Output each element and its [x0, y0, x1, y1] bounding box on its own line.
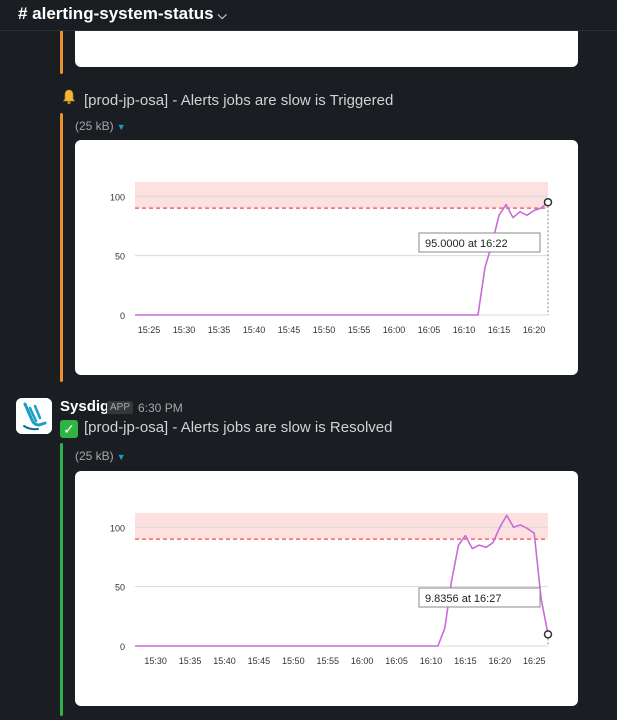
x-tick-label: 15:35	[208, 325, 231, 335]
check-mark-icon: ✓	[60, 420, 78, 438]
x-tick-label: 16:20	[523, 325, 546, 335]
line-chart-triggered: 0 50 100 15:25 15:30 15:35 15:40 15:45 15:50 15:5…	[110, 182, 553, 335]
x-tick-label: 15:30	[144, 656, 167, 666]
chart-card-triggered[interactable]: 0 50 100 15:25 15:30 15:35 15:40 15:45 15:50 15:5…	[75, 140, 578, 375]
app-badge: APP	[107, 401, 134, 414]
message-timestamp[interactable]: 6:30 PM	[138, 401, 183, 415]
x-tick-label: 16:00	[351, 656, 374, 666]
attachment-color-bar-resolved	[60, 443, 63, 716]
x-tick-label: 16:25	[523, 656, 546, 666]
x-tick-label: 15:35	[179, 656, 202, 666]
caret-down-icon: ▼	[116, 452, 126, 462]
x-tick-label: 15:40	[243, 325, 266, 335]
x-tick-label: 15:45	[278, 325, 301, 335]
tooltip-box	[418, 232, 541, 253]
y-tick-label: 100	[110, 192, 125, 202]
sysdig-logo-icon	[16, 398, 52, 434]
attachment-color-bar-previous	[60, 30, 63, 74]
sysdig-avatar[interactable]	[16, 398, 52, 434]
x-tick-label: 16:15	[454, 656, 477, 666]
x-tick-label: 16:10	[453, 325, 476, 335]
hover-point	[543, 197, 553, 207]
x-tick-label: 15:25	[138, 325, 161, 335]
channel-name-button[interactable]: # alerting-system-status ⌵	[18, 4, 227, 24]
x-tick-label: 16:05	[385, 656, 408, 666]
attachment-size-toggle[interactable]: (25 kB) ▼	[75, 119, 126, 133]
y-tick-label: 0	[120, 311, 125, 321]
author-name[interactable]: Sysdig	[60, 398, 110, 415]
threshold-zone	[135, 182, 548, 209]
attachment-color-bar-triggered	[60, 113, 63, 382]
alert-message-triggered: [prod-jp-osa] - Alerts jobs are slow is …	[60, 89, 393, 109]
hover-point	[543, 630, 553, 639]
channel-header: # alerting-system-status ⌵	[0, 0, 617, 31]
y-tick-label: 50	[115, 583, 125, 593]
alert-message-resolved: ✓ [prod-jp-osa] - Alerts jobs are slow is…	[60, 419, 392, 438]
x-tick-label: 15:50	[282, 656, 305, 666]
series-line	[135, 514, 549, 647]
line-chart-resolved: 0 50 100 15:30 15:35 15:40 15:45 15:50 15:55 16:0…	[110, 513, 553, 666]
y-tick-label: 50	[115, 252, 125, 262]
alert-text: [prod-jp-osa] - Alerts jobs are slow is …	[84, 92, 394, 109]
caret-down-icon: ▼	[116, 122, 126, 132]
tooltip-text: 9.8356 at 16:27	[425, 593, 501, 605]
y-tick-label: 0	[120, 642, 125, 652]
x-tick-label: 15:55	[348, 325, 371, 335]
attachment-size: (25 kB)	[75, 449, 114, 463]
x-tick-label: 16:10	[420, 656, 443, 666]
x-tick-label: 16:00	[383, 325, 406, 335]
series-line	[135, 201, 549, 316]
threshold-zone	[135, 513, 548, 540]
x-tick-label: 16:20	[489, 656, 512, 666]
tooltip-text: 95.0000 at 16:22	[425, 238, 508, 250]
x-tick-label: 15:40	[213, 656, 236, 666]
tooltip-box	[418, 587, 541, 608]
x-tick-label: 15:55	[316, 656, 339, 666]
x-tick-label: 16:05	[418, 325, 441, 335]
attachment-size-toggle[interactable]: (25 kB) ▼	[75, 449, 126, 463]
attachment-size: (25 kB)	[75, 119, 114, 133]
x-tick-label: 15:30	[173, 325, 196, 335]
x-tick-label: 16:15	[488, 325, 511, 335]
bell-icon	[60, 89, 78, 109]
channel-name: # alerting-system-status	[18, 4, 214, 23]
chart-card-resolved[interactable]: 0 50 100 15:30 15:35 15:40 15:45 15:50 15:55 16:0…	[75, 471, 578, 706]
alert-text: [prod-jp-osa] - Alerts jobs are slow is …	[84, 419, 393, 436]
chevron-down-icon: ⌵	[217, 8, 227, 22]
x-tick-label: 15:50	[313, 325, 336, 335]
y-tick-label: 100	[110, 523, 125, 533]
x-tick-label: 15:45	[248, 656, 271, 666]
